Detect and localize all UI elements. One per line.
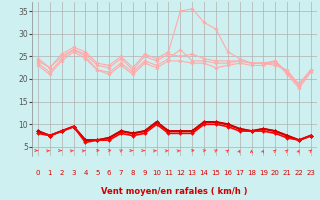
X-axis label: Vent moyen/en rafales ( km/h ): Vent moyen/en rafales ( km/h ) xyxy=(101,187,248,196)
